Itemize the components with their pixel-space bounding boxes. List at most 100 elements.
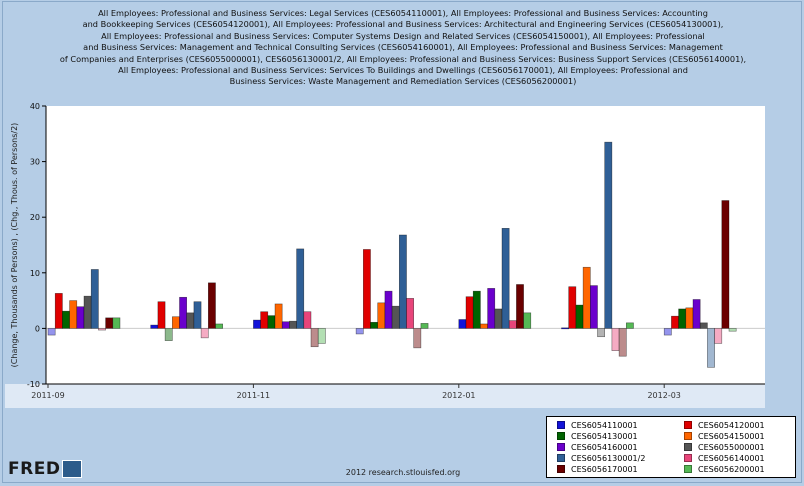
bar-ces6056170001-2011-11 <box>310 328 319 348</box>
bar-ces6054110001-2012-03 <box>663 328 672 336</box>
footer-credit: 2012 research.stlouisfed.org <box>345 468 461 477</box>
bar-ces6054110001-2011-12 <box>355 328 364 335</box>
legend-item: CES6054110001 <box>557 420 638 431</box>
bar-ces6055000001-2011-10 <box>186 312 195 329</box>
legend-label: CES6056140001 <box>698 454 765 463</box>
bar-ces6054110001-2011-10 <box>150 324 159 329</box>
bar-ces6056130001-2-2012-01 <box>501 228 510 329</box>
x-tick-label: 2011-11 <box>237 391 270 400</box>
fred-logo[interactable]: FRED <box>8 459 83 479</box>
bar-ces6054130001-2011-11 <box>267 315 276 329</box>
bar-ces6056140001-2012-02 <box>611 328 620 351</box>
bar-ces6054150001-2012-01 <box>480 323 488 329</box>
bar-ces6054130001-2012-03 <box>678 308 687 329</box>
bar-ces6054160001-2011-09 <box>76 306 85 329</box>
chart-svg: -10 0 10 20 30 40 2011-09 2011-11 2012-01 2012-03… <box>5 102 765 408</box>
legend-label: CES6054110001 <box>571 421 638 430</box>
bar-ces6054120001-2012-01 <box>465 296 474 329</box>
bar-ces6056170001-2011-10 <box>208 282 216 329</box>
y-tick-label: -10 <box>27 380 40 389</box>
bar-ces6056170001-2011-12 <box>413 328 422 349</box>
bar-ces6055000001-2011-12 <box>391 305 400 329</box>
bar-ces6054160001-2012-02 <box>589 285 598 329</box>
legend-label: CES6054130001 <box>571 432 638 441</box>
bar-ces6056200001-2012-02 <box>625 322 634 329</box>
bar-ces6054160001-2011-12 <box>384 290 393 329</box>
bar-ces6054130001-2011-12 <box>370 321 378 329</box>
bar-ces6056200001-2012-01 <box>523 312 532 329</box>
legend-item: CES6054160001 <box>557 442 638 453</box>
bar-ces6056140001-2012-01 <box>508 320 517 329</box>
chart-title: All Employees: Professional and Business… <box>3 8 803 88</box>
legend: CES6054110001 CES6054120001 CES6054130001 C… <box>546 416 796 478</box>
bar-ces6054150001-2011-10 <box>172 316 180 329</box>
bar-ces6054130001-2012-01 <box>472 290 481 329</box>
bar-ces6054120001-2011-11 <box>260 311 269 329</box>
bar-ces6056130001-2-2011-11 <box>296 248 305 329</box>
chart-line-icon <box>62 460 83 478</box>
bar-ces6055000001-2011-11 <box>289 320 297 329</box>
y-axis-label: (Change, Thousands of Persons) , (Chg., … <box>10 123 19 368</box>
bar-ces6056130001-2-2011-09 <box>90 269 99 329</box>
bar-ces6056200001-2011-12 <box>420 323 429 329</box>
legend-label: CES6054120001 <box>698 421 765 430</box>
bar-ces6056140001-2011-09 <box>98 328 106 331</box>
bar-ces6054110001-2012-02 <box>561 327 569 330</box>
bar-ces6056130001-2-2012-03 <box>707 328 715 368</box>
bar-ces6056140001-2011-10 <box>200 328 209 339</box>
bar-ces6054120001-2011-12 <box>362 249 371 329</box>
legend-item: CES6054130001 <box>557 431 638 442</box>
legend-swatch <box>684 421 692 429</box>
legend-item: CES6054150001 <box>684 431 765 442</box>
legend-item: CES6056130001/2 <box>557 453 645 464</box>
legend-swatch <box>557 465 565 473</box>
bar-ces6056170001-2012-02 <box>618 328 627 357</box>
y-tick-label: 0 <box>35 324 40 333</box>
legend-item: CES6055000001 <box>684 442 765 453</box>
bar-ces6054150001-2012-02 <box>582 266 591 329</box>
bar-ces6056200001-2011-11 <box>317 328 326 344</box>
bar-ces6056200001-2011-10 <box>215 323 223 329</box>
bar-ces6054130001-2012-02 <box>575 304 584 329</box>
bar-ces6054120001-2011-10 <box>157 301 166 329</box>
bar-ces6056130001-2-2011-10 <box>193 301 202 329</box>
x-tick-label: 2012-01 <box>442 391 475 400</box>
chart-title-line: All Employees: Professional and Business… <box>98 8 708 18</box>
y-tick-label: 20 <box>30 213 40 222</box>
legend-swatch <box>684 454 692 462</box>
bar-ces6056200001-2012-03 <box>728 328 737 332</box>
legend-label: CES6054150001 <box>698 432 765 441</box>
bar-ces6054110001-2011-09 <box>47 328 56 336</box>
bar-ces6055000001-2012-01 <box>494 308 503 329</box>
bar-ces6054160001-2012-01 <box>487 288 496 329</box>
legend-item: CES6056200001 <box>684 464 765 475</box>
legend-item: CES6056140001 <box>684 453 765 464</box>
bar-ces6054120001-2012-03 <box>671 315 679 329</box>
bar-ces6054160001-2012-03 <box>692 299 701 329</box>
legend-swatch <box>684 432 692 440</box>
x-axis-band <box>5 384 765 408</box>
legend-label: CES6054160001 <box>571 443 638 452</box>
y-tick-label: 30 <box>30 158 40 167</box>
chart-title-line: All Employees: Professional and Business… <box>118 65 688 76</box>
bar-ces6056170001-2011-09 <box>105 317 114 329</box>
legend-item: CES6054120001 <box>684 420 765 431</box>
y-tick-label: 40 <box>30 102 40 111</box>
chart-title-line: Business Services: Waste Management and … <box>229 76 577 87</box>
bar-ces6056140001-2011-11 <box>303 311 312 329</box>
legend-swatch <box>684 465 692 473</box>
bar-ces6056170001-2012-01 <box>516 284 524 329</box>
bar-ces6054150001-2011-09 <box>69 300 78 329</box>
bar-ces6056130001-2-2012-02 <box>604 141 613 329</box>
bar-ces6055000001-2011-09 <box>83 295 92 329</box>
chart-title-line: All Employees: Professional and Business… <box>101 30 705 41</box>
legend-swatch <box>557 443 565 451</box>
legend-label: CES6055000001 <box>698 443 765 452</box>
legend-label: CES6056130001/2 <box>571 454 646 463</box>
legend-item: CES6056170001 <box>557 464 638 475</box>
bar-ces6056170001-2012-03 <box>721 200 730 329</box>
bar-ces6054150001-2012-03 <box>685 307 694 329</box>
bar-ces6054150001-2011-12 <box>377 302 386 329</box>
bar-ces6054120001-2011-09 <box>54 293 63 329</box>
